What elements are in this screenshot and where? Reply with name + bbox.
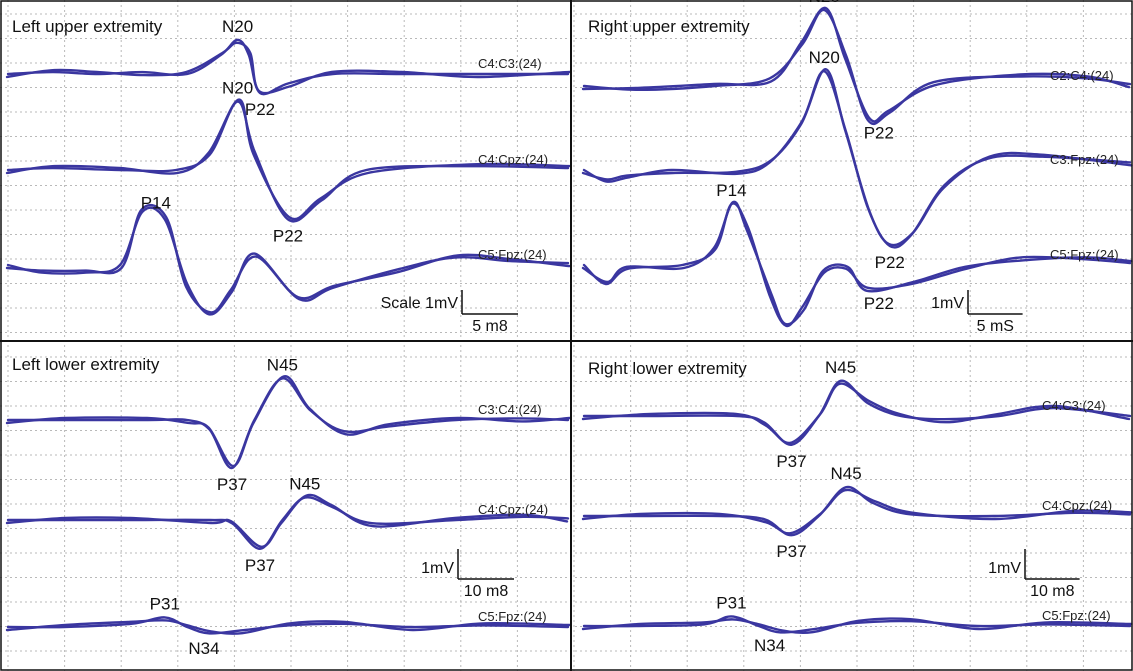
channel-label: C2:C4:(24) — [1050, 68, 1114, 83]
channel-label: C4:Cpz:(24) — [478, 502, 548, 517]
peak-label-P22: P22 — [864, 294, 894, 313]
trace-repeat-C5:Fpz:(24) — [5, 203, 571, 314]
trace-repeat-C4:Cpz:(24) — [5, 98, 571, 221]
peak-label-N45: N45 — [289, 475, 320, 494]
trace-repeat-C4:Cpz:(24) — [581, 488, 1133, 535]
channel-label: C5:Fpz:(24) — [1042, 608, 1111, 623]
channel-label: C4:Cpz:(24) — [1042, 498, 1112, 513]
trace-repeat-C4:C3:(24) — [5, 41, 571, 95]
time-scale-label: 5 mS — [977, 318, 1014, 335]
amplitude-scale-label: 1mV — [931, 295, 964, 312]
peak-label-P14: P14 — [141, 193, 171, 212]
channel-label: C4:C3:(24) — [1042, 398, 1106, 413]
amplitude-scale-label: 1mV — [421, 560, 454, 577]
channel-label: C5:Fpz:(24) — [478, 247, 547, 262]
panel-0: Left upper extremity C4:C3:(24) N20 P22 C4:C… — [5, 17, 571, 335]
peak-label-N20: N20 — [809, 48, 840, 67]
trace-C5:Fpz:(24) — [6, 616, 570, 635]
amplitude-scale-label: 1mV — [988, 560, 1021, 577]
peak-label-P37: P37 — [776, 452, 806, 471]
panel-1: Right upper extremity C2:C4:(24) N20 P22 C3:… — [581, 0, 1133, 335]
peak-label-P14: P14 — [716, 181, 746, 200]
channel-label: C3:C4:(24) — [478, 402, 542, 417]
panel-3: Right lower extremity C4:C3:(24) N45 P37 C4:… — [581, 358, 1133, 655]
time-scale-label: 10 m8 — [1030, 583, 1075, 600]
amplitude-scale-label: Scale 1mV — [381, 295, 459, 312]
channel-label: C5:Fpz:(24) — [478, 609, 547, 624]
peak-label-N20: N20 — [222, 17, 253, 36]
panel-title: Left upper extremity — [12, 17, 163, 36]
panel-title: Right upper extremity — [588, 17, 750, 36]
peak-label-N34: N34 — [188, 639, 219, 658]
time-scale-label: 5 m8 — [472, 318, 508, 335]
trace-C4:C3:(24) — [582, 379, 1132, 446]
time-scale-label: 10 m8 — [464, 583, 509, 600]
peak-label-P37: P37 — [776, 542, 806, 561]
peak-label-N20: N20 — [222, 79, 253, 98]
trace-repeat-C5:Fpz:(24) — [5, 619, 571, 635]
peak-label-N34: N34 — [754, 636, 785, 655]
trace-repeat-C2:C4:(24) — [581, 6, 1131, 123]
peak-label-N45: N45 — [830, 464, 861, 483]
peak-label-N45: N45 — [825, 358, 856, 377]
trace-C4:C3:(24) — [6, 38, 570, 96]
channel-label: C4:C3:(24) — [478, 56, 542, 71]
peak-label-P37: P37 — [217, 475, 247, 494]
panel-title: Left lower extremity — [12, 355, 160, 374]
peak-label-P22: P22 — [875, 253, 905, 272]
peak-label-P22: P22 — [245, 100, 275, 119]
peak-label-N20: N20 — [809, 0, 840, 6]
peak-label-P22: P22 — [273, 226, 303, 245]
trace-repeat-C4:Cpz:(24) — [5, 493, 569, 549]
peak-label-N45: N45 — [267, 355, 298, 374]
trace-C5:Fpz:(24) — [582, 615, 1132, 634]
trace-repeat-C5:Fpz:(24) — [581, 200, 1133, 326]
peak-label-P31: P31 — [716, 593, 746, 612]
peak-label-P31: P31 — [150, 594, 180, 613]
trace-repeat-C3:Fpz:(24) — [581, 68, 1133, 247]
panel-2: Left lower extremity C3:C4:(24) N45 P37 C4:C… — [5, 355, 571, 658]
peak-label-P22: P22 — [864, 123, 894, 142]
trace-C2:C4:(24) — [582, 8, 1132, 126]
panel-title: Right lower extremity — [588, 359, 747, 378]
peak-label-P37: P37 — [245, 556, 275, 575]
channel-label: C4:Cpz:(24) — [478, 152, 548, 167]
channel-label: C3:Fpz:(24) — [1050, 152, 1119, 167]
channel-label: C5:Fpz:(24) — [1050, 247, 1119, 262]
trace-repeat-C4:C3:(24) — [581, 382, 1131, 445]
trace-repeat-C3:C4:(24) — [5, 375, 571, 468]
trace-repeat-C5:Fpz:(24) — [581, 617, 1133, 634]
